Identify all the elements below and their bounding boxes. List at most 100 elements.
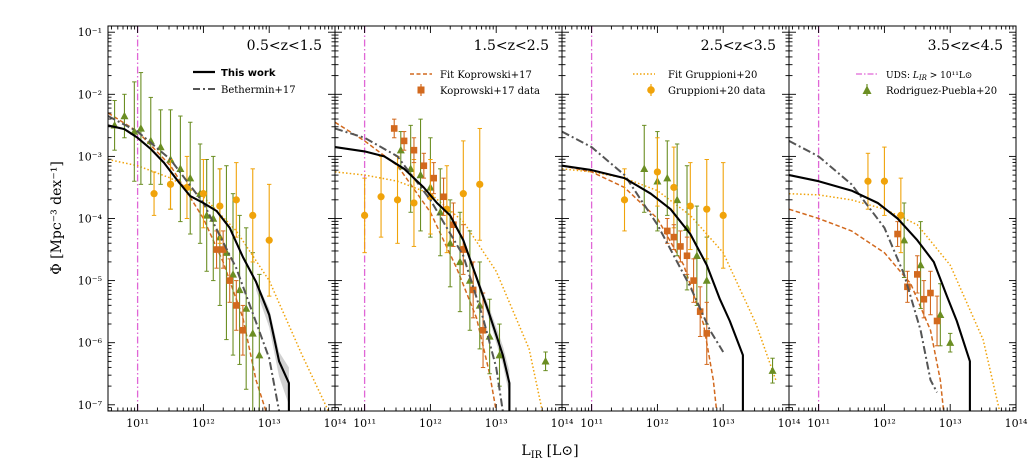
koprowski-point-marker	[450, 221, 457, 229]
koprowski-point-marker	[703, 330, 711, 337]
gruppioni-point-marker	[897, 211, 905, 219]
koprowski-point-marker	[239, 326, 247, 334]
legend-gruppioni-data-label: Gruppioni+20 data	[668, 86, 766, 97]
x-tick-label: 10¹²	[873, 417, 896, 430]
x-tick-label: 10¹⁴	[551, 417, 574, 430]
x-tick-label: 10¹⁴	[324, 417, 347, 430]
y-tick-label: 10⁻⁴	[78, 213, 103, 226]
rodriguez-point-marker	[202, 211, 211, 219]
panel-1-redshift-title: 0.5<z<1.5	[247, 38, 322, 54]
legend-uds-label: UDS: LIR > 10¹¹L⊙	[886, 71, 972, 82]
panel-3-redshift-title: 2.5<z<3.5	[701, 38, 776, 54]
legend-panel-3: Fit Gruppioni+20 Gruppioni+20 data	[633, 70, 766, 97]
legend-fit-koprowski-label: Fit Koprowski+17	[440, 70, 532, 81]
this-work-curve	[789, 173, 971, 411]
rodriguez-point-marker	[495, 350, 504, 359]
gruppioni-point-marker	[880, 177, 889, 185]
koprowski-point-marker	[430, 174, 437, 182]
legend-panel-2: Fit Koprowski+17 Koprowski+17 data	[410, 70, 540, 97]
y-tick-label: 10⁻⁷	[78, 399, 103, 412]
gruppioni-point-marker	[410, 199, 418, 207]
koprowski-point-marker	[410, 146, 418, 154]
koprowski-point-marker	[670, 233, 678, 241]
rodriguez-point-marker	[242, 304, 251, 312]
koprowski-point-marker	[663, 227, 671, 235]
gruppioni-point-marker	[265, 236, 273, 244]
legend-rodriguez-label: Rodriguez-Puebla+20	[886, 86, 997, 97]
x-tick-label: 10¹¹	[807, 417, 830, 430]
rodriguez-point-marker	[640, 164, 649, 173]
bethermin-curve	[789, 140, 938, 393]
koprowski-point-marker	[927, 289, 934, 297]
koprowski-point-marker	[233, 302, 240, 309]
x-tick-label: 10¹²	[646, 417, 669, 430]
y-tick-label: 10⁻⁵	[78, 275, 102, 288]
panel-4-redshift-title: 3.5<z<4.5	[928, 38, 1003, 54]
koprowski-point-marker	[440, 193, 447, 201]
koprowski-point-marker	[390, 125, 398, 132]
fit-gruppioni-curve	[108, 158, 330, 411]
koprowski-point-marker	[690, 277, 697, 284]
rodriguez-point-marker	[916, 260, 925, 269]
x-tick-label: 10¹³	[485, 417, 508, 430]
legend-this-work-label: This work	[221, 68, 276, 79]
koprowski-point-marker	[213, 246, 220, 253]
legend-rodriguez-marker	[862, 85, 872, 94]
koprowski-point-marker	[894, 230, 901, 238]
koprowski-point-marker	[920, 295, 928, 303]
rodriguez-point-marker	[663, 173, 672, 182]
legend-gruppioni-marker	[647, 86, 655, 94]
koprowski-point-marker	[420, 162, 428, 170]
x-axis-label: LIR [L⊙]	[521, 443, 578, 461]
rodriguez-point-marker	[702, 276, 711, 284]
legend-bethermin-label: Bethermin+17	[221, 85, 296, 96]
fit-koprowski-curve	[335, 121, 497, 411]
koprowski-point-marker	[460, 246, 467, 253]
legend-panel-1: This work Bethermin+17	[193, 68, 296, 96]
rodriguez-point-marker	[416, 170, 425, 179]
panel-3-frame	[561, 25, 790, 412]
legend-panel-4: UDS: LIR > 10¹¹L⊙ Rodriguez-Puebla+20	[856, 71, 997, 97]
x-tick-label: 10¹³	[939, 417, 962, 430]
rodriguez-point-marker	[130, 127, 139, 135]
legend-koprowski-marker	[417, 86, 425, 94]
koprowski-point-marker	[469, 286, 477, 294]
this-work-uncertainty-band	[256, 280, 289, 405]
rodriguez-point-marker	[936, 310, 945, 318]
legend-fit-gruppioni-label: Fit Gruppioni+20	[668, 70, 757, 81]
x-tick-label: 10¹²	[192, 417, 215, 430]
panel-2-redshift-title: 1.5<z<2.5	[474, 38, 549, 54]
fit-gruppioni-curve	[789, 192, 1001, 411]
gruppioni-point-marker	[377, 193, 385, 201]
rodriguez-point-marker	[136, 124, 145, 132]
gruppioni-point-marker	[393, 196, 402, 204]
y-tick-label: 10⁻³	[78, 150, 102, 163]
panel-4-plot-area	[789, 26, 1001, 411]
x-tick-label: 10¹⁴	[1005, 417, 1028, 430]
this-work-uncertainty-band	[476, 274, 510, 396]
x-tick-label: 10¹²	[419, 417, 442, 430]
fit-gruppioni-curve	[335, 171, 544, 411]
gruppioni-point-marker	[670, 183, 678, 192]
y-tick-label: 10⁻²	[78, 88, 102, 101]
y-axis-label: Φ [Mpc⁻³ dex⁻¹]	[49, 161, 65, 275]
panels: 10¹¹ 10¹² 10¹³ 10¹⁴ 10⁻⁷ 10⁻⁶ 10⁻⁵ 10⁻⁴ 10⁻³ 10⁻²…	[78, 25, 1028, 430]
rodriguez-point-marker	[186, 173, 195, 182]
rodriguez-point-marker	[946, 338, 955, 346]
fit-gruppioni-curve	[562, 168, 777, 381]
x-tick-label: 10¹¹	[126, 417, 149, 430]
rodriguez-point-marker	[456, 257, 465, 266]
gruppioni-point-marker	[199, 190, 208, 198]
panel-1-plot-area	[108, 26, 330, 411]
rodriguez-point-marker	[475, 301, 484, 309]
gruppioni-point-marker	[361, 211, 369, 219]
koprowski-point-marker	[479, 326, 487, 334]
gruppioni-point-marker	[476, 180, 484, 188]
x-tick-label: 10¹³	[712, 417, 735, 430]
x-tick-label: 10¹⁴	[778, 417, 801, 430]
gruppioni-point-marker	[653, 168, 662, 176]
rodriguez-point-marker	[255, 350, 264, 359]
gruppioni-point-marker	[620, 196, 629, 204]
gruppioni-point-marker	[686, 202, 694, 210]
